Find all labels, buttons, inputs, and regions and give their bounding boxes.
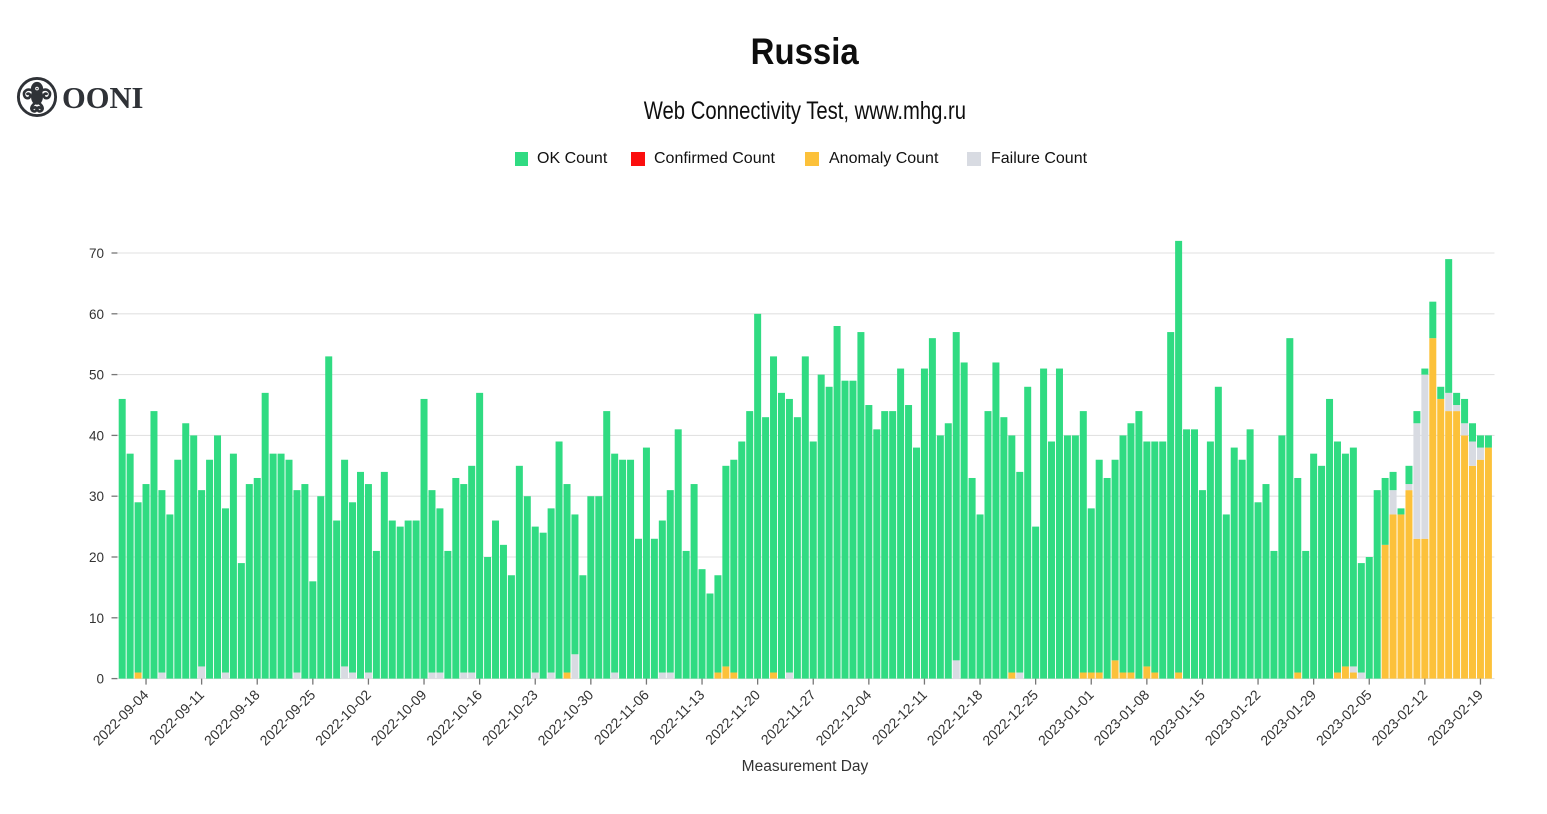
svg-text:20: 20 xyxy=(89,550,104,565)
svg-text:2023-01-01: 2023-01-01 xyxy=(1035,686,1097,748)
svg-text:10: 10 xyxy=(89,611,104,626)
svg-text:2022-11-20: 2022-11-20 xyxy=(702,686,763,747)
svg-text:40: 40 xyxy=(89,428,104,443)
svg-text:OONI: OONI xyxy=(62,81,143,115)
svg-text:2022-10-16: 2022-10-16 xyxy=(423,686,485,748)
svg-text:2023-01-29: 2023-01-29 xyxy=(1257,686,1319,748)
svg-text:30: 30 xyxy=(89,489,104,504)
svg-text:2022-10-30: 2022-10-30 xyxy=(534,686,596,748)
svg-text:2022-12-11: 2022-12-11 xyxy=(869,686,930,747)
svg-text:2022-12-25: 2022-12-25 xyxy=(979,686,1041,748)
svg-text:2023-01-22: 2023-01-22 xyxy=(1202,686,1264,748)
svg-text:Measurement Day: Measurement Day xyxy=(742,758,869,775)
svg-text:50: 50 xyxy=(89,368,104,383)
svg-text:2022-10-23: 2022-10-23 xyxy=(479,686,541,748)
svg-text:2022-11-27: 2022-11-27 xyxy=(758,686,819,747)
svg-text:2022-10-09: 2022-10-09 xyxy=(368,686,430,748)
svg-text:70: 70 xyxy=(89,246,104,261)
svg-text:2023-01-15: 2023-01-15 xyxy=(1146,686,1208,748)
svg-text:2022-12-18: 2022-12-18 xyxy=(924,686,986,748)
svg-text:2022-10-02: 2022-10-02 xyxy=(312,686,374,748)
svg-text:2022-09-04: 2022-09-04 xyxy=(90,686,152,748)
svg-text:0: 0 xyxy=(96,672,104,687)
svg-text:2022-12-04: 2022-12-04 xyxy=(812,686,874,748)
svg-text:2022-09-18: 2022-09-18 xyxy=(201,686,263,748)
svg-text:2022-09-11: 2022-09-11 xyxy=(146,686,207,747)
svg-text:60: 60 xyxy=(89,307,104,322)
svg-text:2022-11-13: 2022-11-13 xyxy=(646,686,707,747)
svg-text:2022-11-06: 2022-11-06 xyxy=(591,686,652,747)
svg-text:2022-09-25: 2022-09-25 xyxy=(256,686,318,748)
svg-text:2023-02-05: 2023-02-05 xyxy=(1313,686,1375,748)
svg-text:2023-02-19: 2023-02-19 xyxy=(1424,686,1486,748)
svg-text:2023-02-12: 2023-02-12 xyxy=(1368,686,1430,748)
svg-text:2023-01-08: 2023-01-08 xyxy=(1090,686,1152,748)
